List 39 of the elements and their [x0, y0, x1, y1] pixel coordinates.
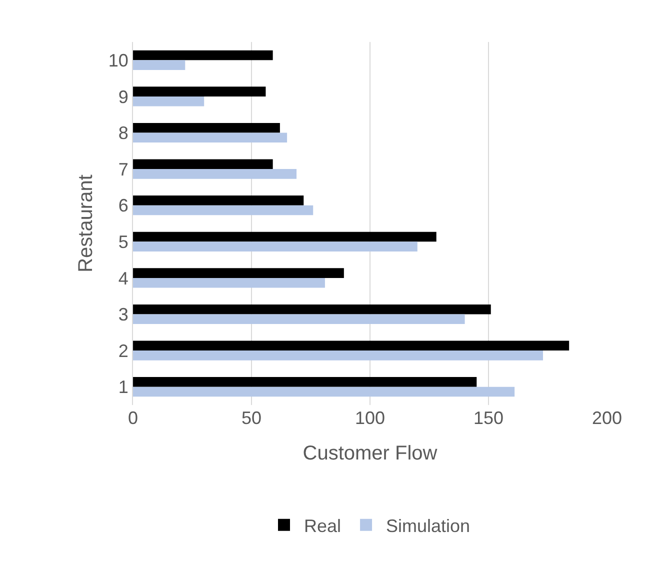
bar	[133, 268, 344, 278]
y-tick-label: 8	[118, 123, 128, 144]
y-tick-label: 10	[108, 50, 128, 70]
y-tick-label: 6	[118, 196, 128, 216]
x-tick-label: 50	[241, 408, 262, 428]
x-tick-label: 0	[128, 408, 138, 428]
bar	[133, 159, 273, 170]
bar	[133, 340, 570, 351]
y-tick-label: 9	[118, 86, 128, 107]
bar	[133, 232, 436, 242]
bar	[133, 377, 477, 387]
bar	[133, 50, 273, 60]
bar	[133, 86, 266, 96]
bar	[133, 196, 304, 206]
y-tick-label: 1	[118, 377, 128, 398]
y-tick-label: 3	[118, 304, 128, 325]
bar	[133, 304, 491, 314]
bar	[133, 122, 280, 133]
x-tick-label: 100	[354, 408, 386, 428]
x-tick-label: 150	[473, 408, 504, 428]
y-axis-title: Restaurant	[74, 174, 97, 272]
bar	[133, 132, 288, 143]
legend-label: Real	[304, 516, 342, 536]
bar	[133, 314, 465, 324]
bar	[133, 242, 418, 252]
bar	[133, 205, 314, 216]
bar	[133, 60, 186, 70]
bar	[133, 96, 204, 106]
bar	[133, 350, 544, 360]
y-tick-label: 5	[118, 232, 128, 252]
y-tick-label: 4	[118, 268, 128, 288]
x-axis-title: Customer Flow	[302, 442, 438, 464]
y-tick-label: 7	[118, 159, 128, 180]
y-tick-label: 2	[118, 340, 128, 361]
bar	[133, 386, 515, 397]
x-tick-label: 200	[592, 408, 622, 428]
bar	[133, 278, 325, 288]
bar	[133, 169, 297, 179]
legend-label: Simulation	[386, 516, 470, 536]
